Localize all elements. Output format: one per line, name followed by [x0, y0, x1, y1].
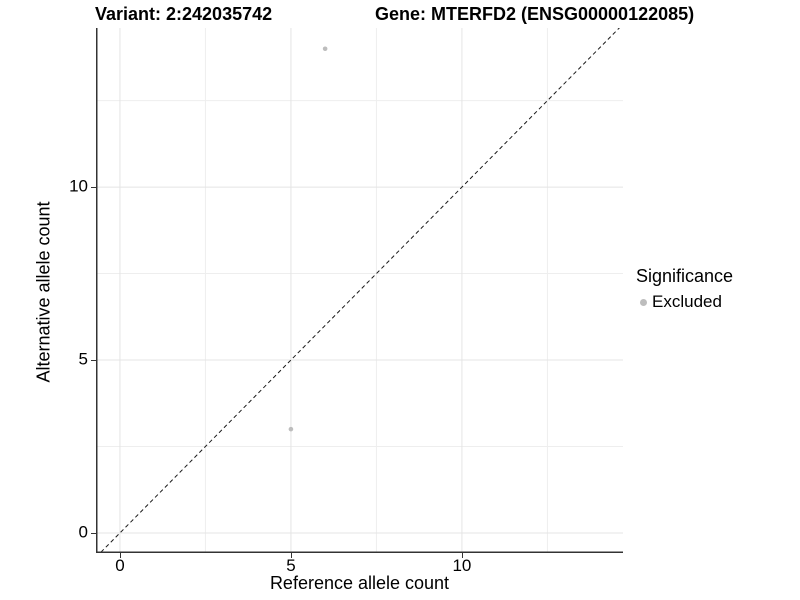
- legend: Significance Excluded: [636, 266, 733, 312]
- y-tick-label: 10: [69, 176, 88, 196]
- x-axis-label: Reference allele count: [269, 573, 450, 593]
- x-tick-mark: [290, 553, 292, 558]
- y-tick-label: 0: [78, 522, 88, 542]
- y-tick-label: 5: [78, 349, 88, 369]
- x-tick-label: 10: [452, 556, 472, 575]
- identity-line: [99, 28, 620, 553]
- y-tick-mark: [91, 532, 96, 534]
- x-tick-label: 0: [115, 556, 125, 575]
- data-point: [288, 426, 294, 432]
- x-tick-mark: [461, 553, 463, 558]
- x-tick-mark: [119, 553, 121, 558]
- data-point: [322, 46, 328, 52]
- legend-point-icon: [640, 298, 647, 306]
- legend-title: Significance: [636, 266, 734, 286]
- y-tick-mark: [91, 187, 96, 189]
- y-tick-mark: [91, 360, 96, 362]
- y-axis-label: Alternative allele count: [33, 201, 54, 383]
- plot-canvas: [96, 28, 623, 553]
- x-tick-label: 5: [286, 556, 296, 575]
- plot-panel: [96, 28, 623, 553]
- legend-item-excluded: Excluded: [640, 292, 733, 312]
- variant-title: Variant: 2:242035742: [95, 4, 273, 24]
- legend-item-label: Excluded: [652, 292, 722, 311]
- gene-title: Gene: MTERFD2 (ENSG00000122085): [375, 4, 695, 24]
